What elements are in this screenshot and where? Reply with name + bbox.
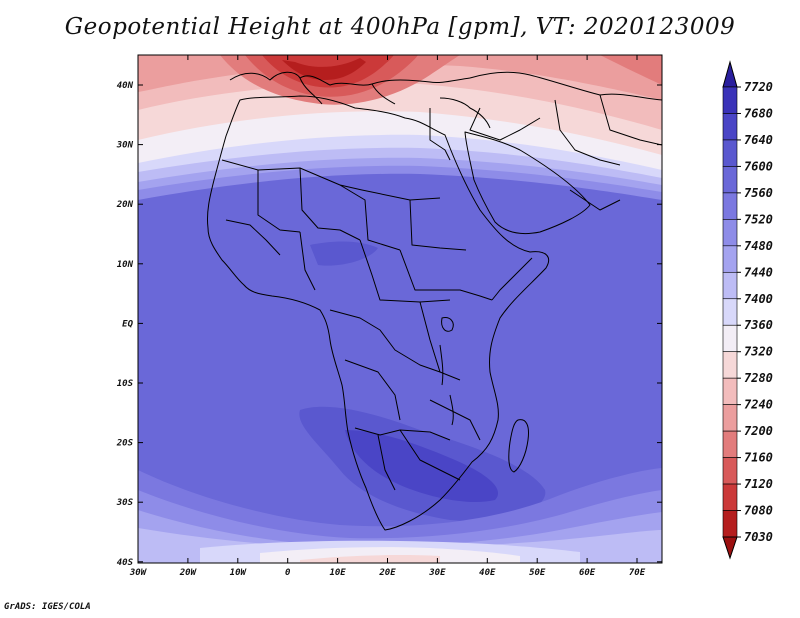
colorbar-label: 7560	[744, 186, 773, 200]
colorbar-swatch	[722, 430, 738, 458]
lat-label: 10N	[117, 260, 134, 270]
map-title: Geopotential Height at 400hPa [gpm], VT:…	[64, 14, 736, 40]
lon-label: 10W	[230, 568, 248, 578]
colorbar-label: 7280	[744, 371, 773, 385]
colorbar-swatch	[722, 86, 738, 114]
colorbar-swatch	[722, 483, 738, 511]
colorbar-label: 7640	[744, 133, 773, 147]
lon-label: 70E	[629, 568, 646, 578]
lat-label: EQ	[122, 319, 133, 329]
colorbar-swatch	[722, 245, 738, 273]
colorbar-swatch	[722, 219, 738, 247]
credit-text: GrADS: IGES/COLA	[4, 602, 91, 612]
colorbar-swatch	[722, 139, 738, 167]
lon-label: 50E	[529, 568, 546, 578]
colorbar-top-arrow	[722, 60, 738, 88]
lon-label: 30E	[428, 568, 446, 578]
lon-label: 40E	[479, 568, 496, 578]
colorbar-bottom-arrow	[722, 536, 738, 560]
colorbar-label: 7600	[744, 159, 773, 173]
lon-label: 10E	[329, 568, 346, 578]
colorbar-swatch	[722, 271, 738, 300]
colorbar-label: 7720	[744, 80, 773, 94]
longitude-axis: 30W 20W 10W 0 10E 20E 30E 40E 50E 60E 70E	[129, 55, 646, 578]
colorbar-swatch	[722, 457, 738, 485]
lat-label: 40N	[117, 81, 134, 91]
lat-label: 20S	[116, 439, 134, 449]
lon-label: 60E	[579, 568, 596, 578]
height-field	[138, 55, 662, 563]
colorbar-label: 7440	[744, 265, 773, 279]
map-frame	[137, 54, 663, 564]
colorbar-label: 7680	[744, 106, 773, 120]
colorbar-label: 7240	[744, 398, 773, 412]
colorbar-label: 7360	[744, 318, 773, 332]
colorbar-label: 7520	[744, 212, 773, 226]
colorbar-label: 7120	[744, 477, 773, 491]
colorbar-swatch	[722, 192, 738, 220]
colorbar-swatch	[722, 404, 738, 432]
coastlines	[207, 71, 662, 531]
lat-label: 40S	[117, 558, 134, 568]
colorbar-label: 7480	[744, 239, 773, 253]
colorbar-swatch	[722, 510, 738, 538]
colorbar-label: 7320	[744, 345, 773, 359]
colorbar: 7720 7680 7640 7600 7560 7520 7480 7440 7400 7360…	[722, 60, 773, 560]
lon-label: 20W	[179, 568, 198, 578]
colorbar-label: 7400	[744, 292, 773, 306]
lat-label: 30N	[116, 141, 134, 151]
lon-label: 0	[285, 568, 291, 578]
lat-label: 10S	[117, 379, 134, 389]
colorbar-swatch	[722, 351, 738, 379]
lon-label: 20E	[378, 568, 396, 578]
colorbar-swatch	[722, 166, 738, 194]
latitude-axis: 40N 30N 20N 10N EQ 10S 20S 30S 40S	[116, 81, 662, 568]
colorbar-swatch	[722, 377, 738, 405]
colorbar-label: 7080	[744, 504, 773, 518]
colorbar-swatch	[722, 298, 738, 326]
colorbar-swatch	[722, 324, 738, 353]
colorbar-swatch	[722, 113, 738, 141]
lat-label: 20N	[116, 200, 134, 210]
colorbar-label: 7200	[744, 424, 773, 438]
lat-label: 30S	[116, 498, 134, 508]
colorbar-label: 7160	[744, 451, 773, 465]
colorbar-label: 7030	[744, 530, 773, 544]
lon-label: 30W	[129, 568, 148, 578]
